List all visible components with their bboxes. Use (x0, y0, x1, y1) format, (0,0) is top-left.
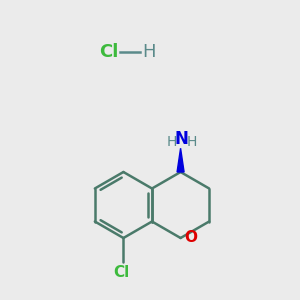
Text: H: H (142, 43, 155, 61)
Text: Cl: Cl (113, 265, 130, 280)
Text: Cl: Cl (99, 43, 118, 61)
Text: H: H (167, 135, 177, 149)
Polygon shape (177, 148, 184, 172)
Text: H: H (186, 135, 197, 149)
Text: O: O (184, 230, 198, 245)
Text: N: N (175, 130, 188, 148)
